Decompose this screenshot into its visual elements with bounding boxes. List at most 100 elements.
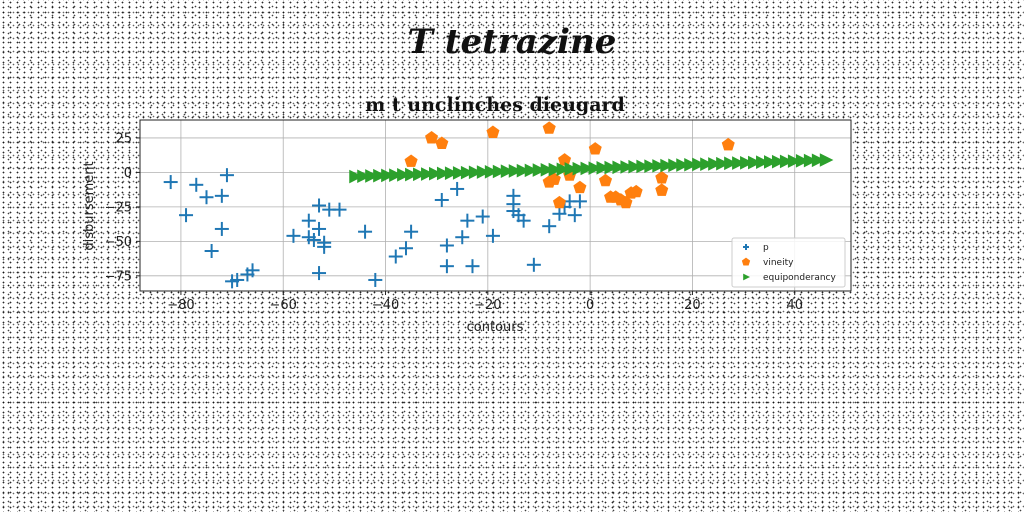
point-vineity — [435, 136, 449, 149]
legend: p vineity equiponderancy — [731, 237, 846, 288]
series-layer — [163, 121, 834, 289]
point-equiponderancy — [668, 158, 682, 173]
point-equiponderancy — [763, 155, 778, 169]
point-equiponderancy — [365, 169, 379, 183]
figure-suptitle: T tetrazine — [407, 22, 617, 62]
point-p — [439, 259, 454, 274]
point-vineity — [629, 184, 643, 198]
point-p — [245, 263, 260, 278]
point-equiponderancy — [452, 166, 467, 180]
chart-title: m t unclinches dieugard — [365, 94, 625, 116]
point-equiponderancy — [516, 163, 531, 178]
y-tick-label: −25 — [105, 200, 132, 215]
y-axis-label: disbursement — [82, 161, 97, 250]
point-equiponderancy — [580, 161, 595, 176]
point-equiponderancy — [676, 158, 690, 172]
point-equiponderancy — [349, 169, 363, 184]
point-equiponderancy — [413, 167, 427, 182]
plot-frame — [139, 119, 852, 292]
point-equiponderancy — [572, 161, 587, 176]
point-p — [219, 168, 234, 183]
point-p — [572, 194, 587, 209]
point-equiponderancy — [556, 162, 571, 177]
x-tick-label: 0 — [586, 298, 594, 313]
point-equiponderancy — [724, 156, 738, 171]
x-tick-label: −20 — [474, 298, 501, 313]
point-equiponderancy — [492, 164, 507, 179]
point-equiponderancy — [660, 158, 674, 173]
legend-label-p: p — [763, 243, 769, 253]
x-tick-label: 40 — [786, 298, 803, 313]
point-equiponderancy — [700, 157, 714, 171]
point-equiponderancy — [811, 153, 826, 168]
point-equiponderancy — [405, 167, 419, 182]
point-equiponderancy — [508, 164, 523, 178]
point-equiponderancy — [684, 157, 698, 172]
point-equiponderancy — [628, 159, 642, 174]
point-p — [214, 188, 229, 203]
point-equiponderancy — [748, 155, 762, 170]
point-equiponderancy — [532, 163, 547, 177]
point-p — [214, 221, 229, 236]
point-equiponderancy — [620, 160, 635, 174]
point-p — [317, 235, 332, 250]
point-equiponderancy — [460, 165, 475, 180]
point-equiponderancy — [604, 160, 619, 175]
point-p — [388, 249, 403, 264]
point-equiponderancy — [564, 162, 579, 176]
point-equiponderancy — [612, 160, 627, 175]
point-p — [460, 213, 475, 228]
point-p — [230, 272, 245, 287]
point-p — [398, 241, 413, 256]
x-tick-label: −80 — [167, 298, 194, 313]
point-p — [542, 219, 557, 234]
y-tick-label: −75 — [105, 269, 132, 284]
y-tick-label: −50 — [105, 235, 132, 250]
y-tick-label: 25 — [115, 131, 132, 146]
point-vineity — [558, 153, 572, 166]
point-equiponderancy — [732, 156, 746, 170]
y-tick-label: 0 — [124, 166, 132, 181]
point-equiponderancy — [468, 165, 483, 180]
point-equiponderancy — [779, 154, 794, 169]
point-vineity — [655, 171, 669, 184]
point-vineity — [552, 195, 566, 209]
point-p — [306, 232, 321, 247]
point-equiponderancy — [819, 153, 834, 167]
point-equiponderancy — [381, 168, 395, 183]
point-equiponderancy — [708, 157, 722, 171]
point-equiponderancy — [740, 155, 754, 170]
point-vineity — [547, 172, 561, 185]
legend-marker-p — [743, 244, 749, 250]
point-equiponderancy — [692, 157, 706, 172]
point-equiponderancy — [500, 164, 515, 179]
point-p — [404, 224, 419, 239]
point-vineity — [588, 142, 602, 155]
point-vineity — [598, 173, 613, 187]
point-p — [199, 190, 214, 205]
point-equiponderancy — [716, 156, 730, 171]
point-p — [439, 238, 454, 253]
point-p — [204, 244, 219, 259]
point-p — [516, 213, 531, 228]
point-equiponderancy — [421, 167, 435, 181]
legend-box — [731, 237, 846, 288]
point-p — [312, 221, 327, 236]
point-equiponderancy — [787, 154, 802, 168]
point-equiponderancy — [588, 161, 603, 175]
point-equiponderancy — [548, 162, 563, 177]
point-equiponderancy — [389, 168, 403, 182]
legend-marker-vineity — [741, 257, 751, 266]
point-equiponderancy — [644, 159, 658, 173]
point-equiponderancy — [476, 165, 491, 179]
legend-label-equiponderancy: equiponderancy — [763, 273, 836, 283]
point-p — [189, 177, 204, 192]
point-p — [312, 198, 327, 213]
legend-label-vineity: vineity — [763, 258, 794, 268]
point-p — [475, 209, 490, 224]
point-p — [286, 228, 301, 243]
point-p — [312, 266, 327, 281]
point-equiponderancy — [540, 163, 555, 177]
point-equiponderancy — [444, 166, 459, 180]
